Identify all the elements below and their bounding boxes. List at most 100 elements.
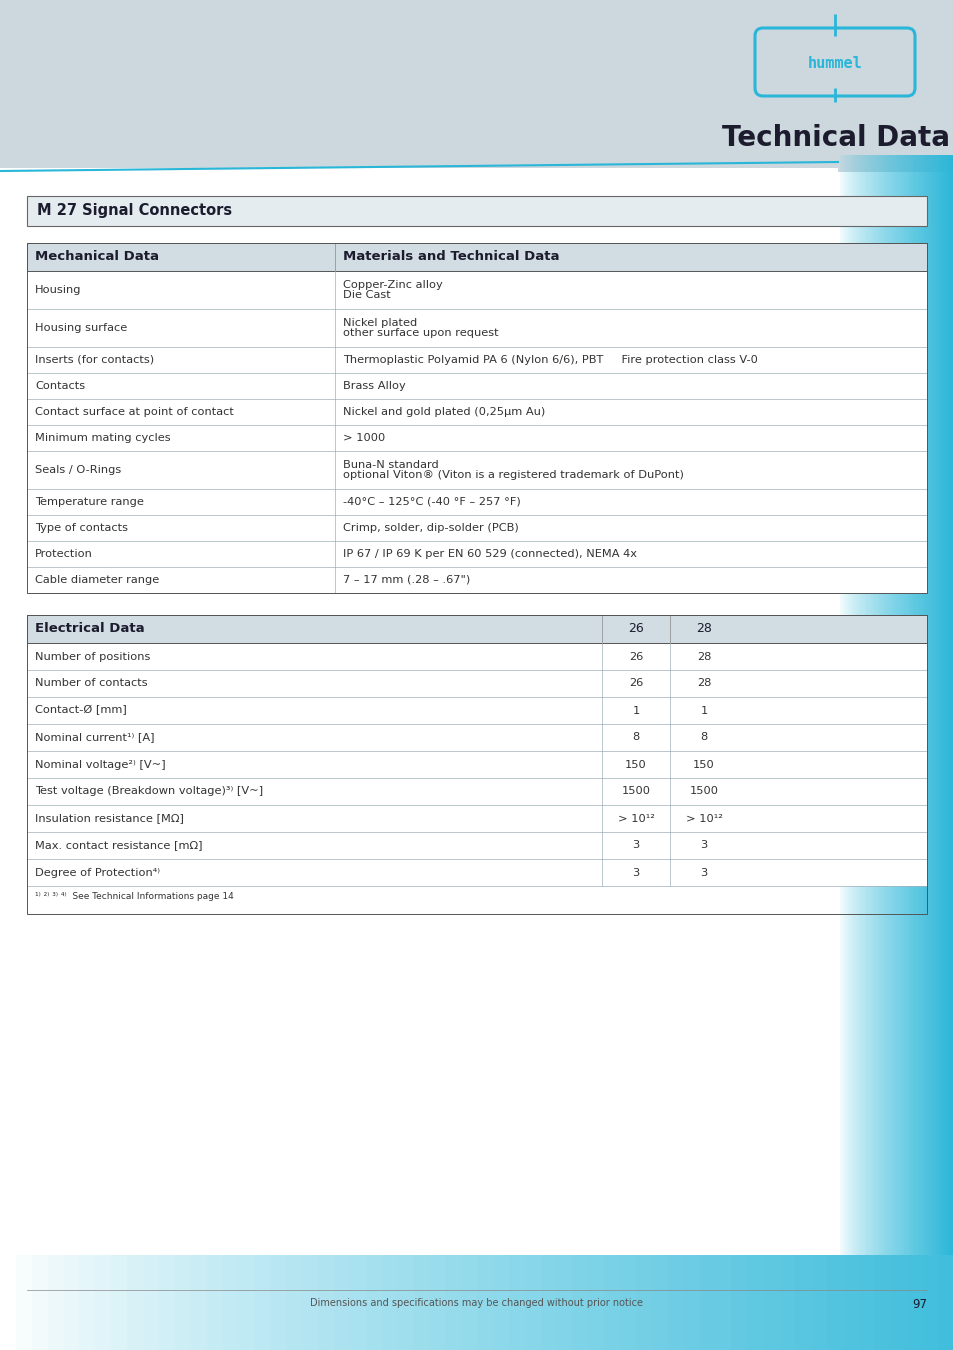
Bar [930, 155, 932, 1256]
Bar [921, 155, 923, 1256]
Bar [906, 155, 908, 1256]
Text: 26: 26 [628, 652, 642, 662]
Text: Thermoplastic Polyamid PA 6 (Nylon 6/6), PBT     Fire protection class V-0: Thermoplastic Polyamid PA 6 (Nylon 6/6),… [343, 355, 757, 364]
Bar [841, 1256, 858, 1350]
Bar [27, 425, 926, 451]
Text: Nickel plated: Nickel plated [343, 319, 416, 328]
Text: hummel: hummel [807, 57, 862, 72]
Bar [651, 1256, 667, 1350]
Bar [936, 155, 938, 1256]
Bar [95, 1256, 112, 1350]
Bar [524, 1256, 540, 1350]
Text: 28: 28 [696, 679, 710, 688]
Bar [350, 1256, 365, 1350]
Bar [901, 155, 902, 1256]
Text: 150: 150 [624, 760, 646, 770]
Bar [895, 155, 897, 1256]
Bar [864, 155, 866, 1256]
Text: 7 – 17 mm (.28 – .67"): 7 – 17 mm (.28 – .67") [343, 575, 470, 585]
Text: Materials and Technical Data: Materials and Technical Data [343, 251, 558, 263]
Bar [919, 155, 921, 1256]
Text: 8: 8 [700, 733, 707, 743]
Text: Housing surface: Housing surface [35, 323, 127, 333]
Bar [493, 1256, 508, 1350]
Bar [945, 155, 947, 1256]
Text: Copper-Zinc alloy: Copper-Zinc alloy [343, 279, 442, 290]
Bar [27, 859, 926, 886]
Bar [413, 1256, 429, 1350]
Bar [508, 1256, 524, 1350]
Bar [940, 155, 942, 1256]
Text: Technical Data: Technical Data [721, 124, 949, 153]
Bar [27, 347, 926, 373]
Bar [27, 616, 926, 914]
Bar [27, 373, 926, 400]
Bar [872, 155, 874, 1256]
Bar [794, 1256, 810, 1350]
Bar [112, 1256, 127, 1350]
Bar [861, 155, 862, 1256]
Bar [317, 1256, 334, 1350]
Text: Housing: Housing [35, 285, 81, 296]
Bar [27, 724, 926, 751]
Text: 97: 97 [911, 1297, 926, 1311]
Text: Electrical Data: Electrical Data [35, 622, 145, 636]
Bar [942, 155, 943, 1256]
Text: > 10¹²: > 10¹² [685, 814, 721, 824]
Text: 150: 150 [693, 760, 714, 770]
Bar [31, 1256, 48, 1350]
Bar [270, 1256, 286, 1350]
Bar [878, 155, 880, 1256]
Bar [932, 155, 934, 1256]
Bar [924, 155, 926, 1256]
Text: 28: 28 [696, 652, 710, 662]
Text: ¹⁾ ²⁾ ³⁾ ⁴⁾  See Technical Informations page 14: ¹⁾ ²⁾ ³⁾ ⁴⁾ See Technical Informations p… [35, 892, 233, 900]
Bar [683, 1256, 699, 1350]
Text: Insulation resistance [MΩ]: Insulation resistance [MΩ] [35, 814, 184, 824]
Bar [951, 155, 953, 1256]
Text: Seals / O-Rings: Seals / O-Rings [35, 464, 121, 475]
Text: Number of contacts: Number of contacts [35, 679, 148, 688]
Text: Minimum mating cycles: Minimum mating cycles [35, 433, 171, 443]
Bar [853, 155, 855, 1256]
Text: > 1000: > 1000 [343, 433, 385, 443]
Bar [286, 1256, 302, 1350]
Text: 28: 28 [696, 622, 711, 636]
Bar [27, 616, 926, 643]
Bar [27, 643, 926, 670]
Text: Nominal voltage²⁾ [V~]: Nominal voltage²⁾ [V~] [35, 760, 166, 770]
Bar [588, 1256, 603, 1350]
Text: 8: 8 [632, 733, 639, 743]
Bar [254, 1256, 270, 1350]
Bar [885, 155, 887, 1256]
Text: other surface upon request: other surface upon request [343, 328, 498, 338]
Text: Mechanical Data: Mechanical Data [35, 251, 159, 263]
Bar [937, 1256, 953, 1350]
Text: Die Cast: Die Cast [343, 290, 391, 300]
Bar [556, 1256, 572, 1350]
Bar [857, 155, 859, 1256]
Bar [64, 1256, 79, 1350]
Bar [923, 155, 924, 1256]
Text: Contact surface at point of contact: Contact surface at point of contact [35, 406, 233, 417]
Text: M 27 Signal Connectors: M 27 Signal Connectors [37, 204, 232, 219]
Bar [882, 155, 883, 1256]
Bar [460, 1256, 476, 1350]
Bar [826, 1256, 841, 1350]
Bar [839, 155, 841, 1256]
Bar [842, 155, 845, 1256]
Bar [572, 1256, 588, 1350]
Bar [79, 1256, 95, 1350]
Text: -40°C – 125°C (-40 °F – 257 °F): -40°C – 125°C (-40 °F – 257 °F) [343, 497, 520, 508]
Bar [905, 1256, 922, 1350]
Text: Dimensions and specifications may be changed without prior notice: Dimensions and specifications may be cha… [310, 1297, 643, 1308]
Bar [334, 1256, 350, 1350]
Bar [302, 1256, 317, 1350]
Bar [0, 0, 953, 171]
Bar [914, 155, 916, 1256]
Bar [949, 155, 951, 1256]
Bar [191, 1256, 207, 1350]
Bar [883, 155, 885, 1256]
Bar [887, 155, 889, 1256]
Bar [851, 155, 853, 1256]
